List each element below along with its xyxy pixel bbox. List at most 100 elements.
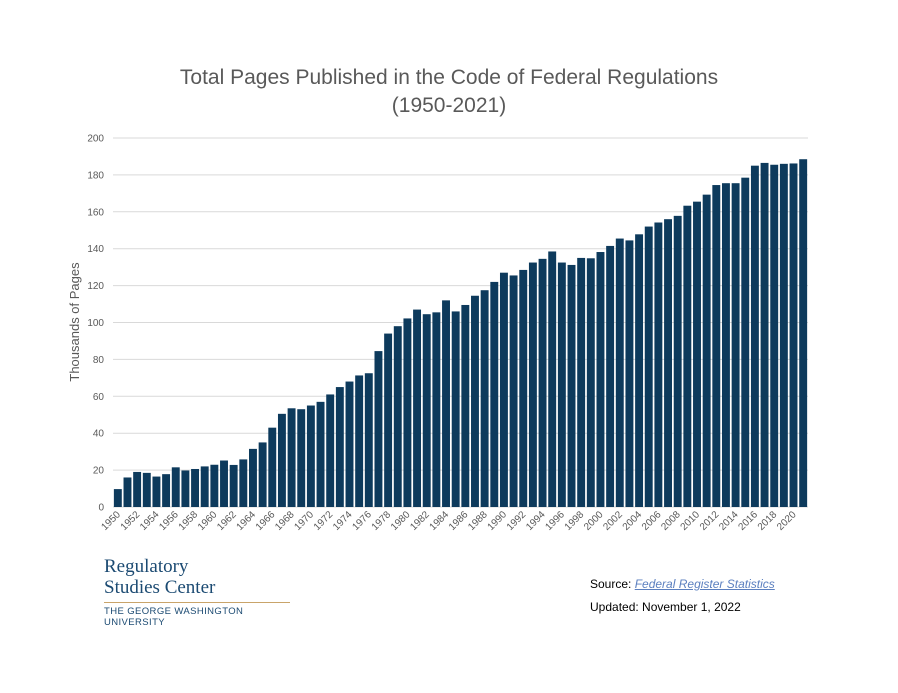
bar-1978 [384, 333, 393, 507]
source-label: Source: [590, 577, 635, 591]
y-tick-label: 0 [98, 503, 104, 514]
y-tick-label: 40 [93, 429, 105, 440]
bar-2002 [615, 238, 624, 508]
x-tick-label: 1970 [292, 509, 316, 533]
x-tick-label: 2016 [737, 509, 761, 533]
bar-1998 [577, 257, 586, 507]
bar-2004 [635, 234, 644, 507]
bar-1961 [220, 460, 228, 507]
bar-2001 [606, 245, 615, 507]
y-tick-label: 60 [93, 392, 105, 403]
bar-1950 [113, 489, 122, 507]
source-link[interactable]: Federal Register Statistics [634, 577, 775, 591]
bar-1953 [142, 472, 151, 507]
bar-1975 [355, 375, 364, 507]
bars [113, 159, 808, 508]
y-tick-label: 200 [87, 134, 104, 145]
bar-1990 [499, 272, 508, 507]
bar-1992 [519, 269, 528, 507]
bar-2015 [741, 177, 750, 508]
bar-1995 [548, 251, 557, 507]
chart-title: Total Pages Published in the Code of Fed… [0, 64, 898, 120]
bar-1991 [509, 275, 518, 507]
bar-2008 [673, 215, 682, 508]
bar-1988 [480, 290, 489, 507]
chart-title-line2: (1950-2021) [391, 94, 507, 117]
x-tick-label: 2006 [640, 509, 664, 533]
bar-2006 [654, 222, 663, 507]
bar-1965 [258, 442, 267, 507]
y-tick-label: 20 [93, 466, 105, 477]
bar-1969 [297, 409, 306, 507]
bar-2021 [799, 159, 808, 507]
x-axis-ticks: 1950195219541956195819601962196419661968… [99, 509, 799, 533]
x-tick-label: 1978 [370, 509, 394, 533]
x-tick-label: 1984 [428, 509, 452, 533]
bar-1993 [528, 262, 537, 507]
bar-1997 [567, 264, 576, 507]
bar-chart: 0 20 40 60 80 100 120 140 160 180 200 195019521954… [67, 134, 808, 533]
x-tick-label: 1986 [447, 509, 471, 533]
x-tick-label: 1966 [254, 509, 278, 533]
x-tick-label: 1962 [215, 509, 239, 533]
y-axis-ticks: 0 20 40 60 80 100 120 140 160 180 200 [87, 134, 104, 514]
bar-1971 [316, 401, 325, 507]
bar-1979 [393, 326, 402, 507]
x-tick-label: 1964 [235, 509, 259, 533]
bar-1968 [287, 408, 296, 507]
bar-1987 [471, 295, 479, 507]
logo-rule [104, 602, 290, 603]
bar-2012 [712, 185, 721, 508]
x-tick-label: 1996 [543, 509, 567, 533]
bar-1959 [200, 466, 209, 507]
bar-2016 [750, 165, 759, 507]
logo-line3: THE GEORGE WASHINGTON UNIVERSITY [104, 606, 244, 628]
bar-1964 [249, 448, 257, 507]
bar-2010 [693, 201, 701, 507]
bar-2000 [596, 252, 605, 507]
regulatory-studies-center-logo: Regulatory Studies Center THE GEORGE WAS… [104, 556, 294, 628]
bar-1980 [403, 318, 412, 507]
x-tick-label: 2000 [582, 509, 606, 533]
bar-1985 [451, 311, 460, 507]
y-tick-label: 140 [87, 244, 104, 255]
x-tick-label: 1952 [119, 509, 143, 533]
x-tick-label: 1988 [466, 509, 490, 533]
updated-date: Updated: November 1, 2022 [590, 600, 741, 614]
bar-1960 [210, 464, 219, 507]
bar-1999 [586, 258, 595, 507]
x-tick-label: 1974 [331, 509, 355, 533]
y-tick-label: 120 [87, 281, 104, 292]
chart-title-line1: Total Pages Published in the Code of Fed… [179, 66, 719, 89]
bar-1963 [239, 459, 248, 507]
bar-1952 [133, 471, 142, 507]
bar-1966 [268, 427, 277, 507]
bar-1958 [191, 468, 200, 507]
x-tick-label: 1968 [273, 509, 297, 533]
x-tick-label: 1976 [350, 509, 374, 533]
x-tick-label: 1992 [505, 509, 529, 533]
bar-2017 [760, 162, 769, 507]
x-tick-label: 2002 [601, 509, 625, 533]
x-tick-label: 1990 [486, 509, 510, 533]
x-tick-label: 2018 [756, 509, 780, 533]
x-tick-label: 1960 [196, 509, 220, 533]
y-tick-label: 80 [93, 355, 105, 366]
bar-1976 [364, 373, 373, 507]
bar-1962 [229, 464, 238, 507]
x-tick-label: 2020 [775, 509, 799, 533]
bar-2014 [731, 183, 740, 507]
x-tick-label: 1972 [312, 509, 336, 533]
source-block: Source: Federal Register Statistics Upda… [590, 573, 775, 619]
bar-2019 [779, 163, 788, 507]
y-axis-label: Thousands of Pages [67, 262, 82, 382]
bar-1970 [306, 405, 315, 507]
source-line: Source: Federal Register Statistics [590, 573, 775, 596]
bar-1982 [422, 314, 431, 507]
x-tick-label: 2008 [659, 509, 683, 533]
bar-2018 [770, 164, 779, 507]
x-tick-label: 1982 [408, 509, 432, 533]
x-tick-label: 1958 [177, 509, 201, 533]
bar-2020 [789, 163, 798, 507]
x-tick-label: 2010 [679, 509, 703, 533]
